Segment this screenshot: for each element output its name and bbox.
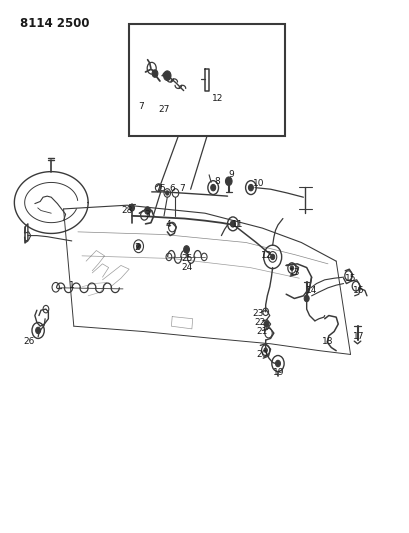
Text: 1: 1 (69, 281, 74, 289)
Text: 18: 18 (321, 337, 333, 345)
Text: 22: 22 (254, 318, 265, 327)
Text: 7: 7 (178, 184, 184, 192)
Text: 4: 4 (165, 221, 171, 229)
Circle shape (263, 348, 267, 352)
Text: 28: 28 (121, 206, 133, 215)
Text: 19: 19 (272, 368, 284, 376)
Circle shape (275, 360, 280, 367)
Text: 12: 12 (260, 252, 272, 260)
Text: 5: 5 (159, 184, 164, 192)
Text: 12: 12 (211, 94, 222, 103)
Text: 24: 24 (180, 263, 192, 272)
Text: 14: 14 (305, 286, 317, 295)
Circle shape (248, 184, 253, 191)
Circle shape (152, 70, 157, 77)
Text: 26: 26 (24, 337, 35, 345)
Text: 23: 23 (252, 309, 263, 318)
Circle shape (136, 244, 140, 249)
Text: 25: 25 (180, 254, 192, 263)
Circle shape (210, 184, 215, 191)
Text: 27: 27 (158, 105, 169, 114)
Text: 6: 6 (169, 184, 175, 192)
Circle shape (303, 295, 308, 302)
Text: 9: 9 (228, 171, 234, 179)
Text: 20: 20 (255, 350, 267, 359)
Circle shape (36, 327, 40, 334)
Circle shape (165, 191, 169, 195)
Text: 10: 10 (252, 180, 263, 188)
Circle shape (263, 321, 268, 327)
Circle shape (163, 71, 171, 80)
Text: 8114 2500: 8114 2500 (20, 17, 90, 30)
Bar (129, 24, 284, 136)
Text: 8: 8 (214, 177, 220, 185)
Circle shape (225, 177, 231, 185)
Text: 11: 11 (231, 221, 243, 229)
Text: 15: 15 (344, 274, 355, 282)
Text: 7: 7 (138, 102, 144, 111)
Text: 21: 21 (256, 327, 267, 336)
Circle shape (270, 254, 274, 260)
Text: 3: 3 (144, 210, 150, 219)
Circle shape (290, 266, 293, 270)
Circle shape (129, 205, 134, 211)
Text: 16: 16 (352, 286, 364, 295)
Circle shape (183, 246, 189, 253)
Text: 2: 2 (134, 244, 140, 252)
Text: 17: 17 (352, 333, 364, 341)
Circle shape (230, 221, 235, 227)
Text: 13: 13 (289, 269, 300, 277)
Circle shape (144, 207, 150, 214)
